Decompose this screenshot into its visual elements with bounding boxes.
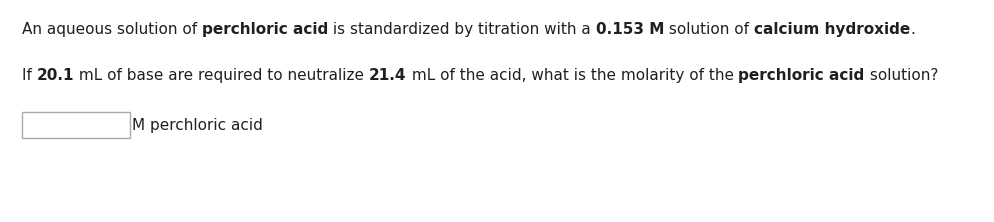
Text: .: .: [911, 22, 915, 37]
Text: solution?: solution?: [865, 68, 938, 83]
Text: is standardized by titration with a: is standardized by titration with a: [328, 22, 595, 37]
Text: solution of: solution of: [664, 22, 754, 37]
Text: perchloric acid: perchloric acid: [739, 68, 865, 83]
Text: M perchloric acid: M perchloric acid: [132, 118, 262, 133]
Text: An aqueous solution of: An aqueous solution of: [22, 22, 202, 37]
Text: perchloric acid: perchloric acid: [202, 22, 328, 37]
Text: 21.4: 21.4: [369, 68, 407, 83]
Text: mL of the acid, what is the molarity of the: mL of the acid, what is the molarity of …: [407, 68, 739, 83]
Text: calcium hydroxide: calcium hydroxide: [754, 22, 911, 37]
Bar: [22, 112, 130, 138]
Text: 0.153 M: 0.153 M: [595, 22, 664, 37]
Text: mL of base are required to neutralize: mL of base are required to neutralize: [75, 68, 369, 83]
Text: If: If: [22, 68, 37, 83]
Text: 20.1: 20.1: [37, 68, 75, 83]
